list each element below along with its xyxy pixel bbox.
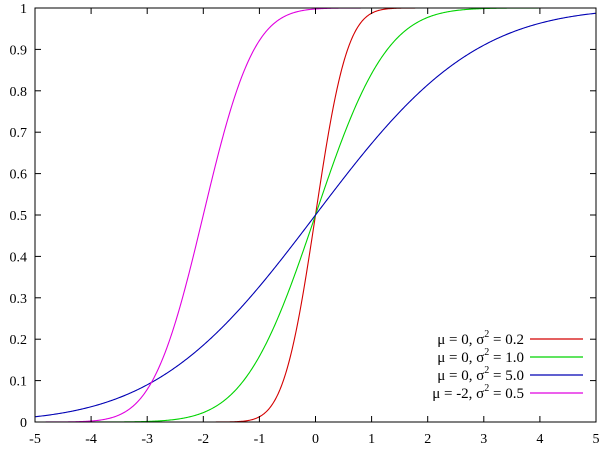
- y-tick-label: 0.9: [10, 43, 28, 58]
- x-tick-label: 3: [480, 432, 487, 447]
- x-tick-label: 5: [593, 432, 600, 447]
- x-tick-label: -2: [197, 432, 209, 447]
- y-tick-label: 0.4: [10, 250, 28, 265]
- x-tick-label: 0: [312, 432, 319, 447]
- x-tick-label: -3: [141, 432, 153, 447]
- legend-label-3: μ = 0, σ2 = 5.0: [437, 365, 524, 384]
- y-tick-label: 1: [20, 2, 27, 17]
- x-tick-label: -5: [29, 432, 41, 447]
- legend-label-2: μ = 0, σ2 = 1.0: [437, 347, 524, 366]
- x-tick-label: 2: [424, 432, 431, 447]
- x-tick-label: -1: [254, 432, 266, 447]
- y-tick-label: 0.8: [10, 85, 28, 100]
- legend-label-1: μ = 0, σ2 = 0.2: [437, 329, 524, 348]
- y-tick-label: 0.6: [10, 168, 28, 183]
- x-tick-label: -4: [85, 432, 97, 447]
- y-tick-label: 0.2: [10, 333, 28, 348]
- legend-label-4: μ = -2, σ2 = 0.5: [432, 383, 524, 402]
- legend: μ = 0, σ2 = 0.2μ = 0, σ2 = 1.0μ = 0, σ2 …: [432, 329, 583, 402]
- x-tick-label: 4: [536, 432, 543, 447]
- y-tick-label: 0.3: [10, 292, 28, 307]
- y-tick-label: 0.5: [10, 209, 28, 224]
- y-tick-label: 0: [20, 416, 27, 431]
- series-line-3: [34, 12, 597, 418]
- ticks-layer: -5 -4 -3 -2 -1 0 1 2 3 4 5 0 0.1 0.2 0.3 0.4 0.5 0.6 0.7 0.…: [10, 2, 600, 447]
- y-tick-label: 0.7: [10, 126, 28, 141]
- y-tick-label: 0.1: [10, 375, 28, 390]
- x-tick-label: 1: [368, 432, 375, 447]
